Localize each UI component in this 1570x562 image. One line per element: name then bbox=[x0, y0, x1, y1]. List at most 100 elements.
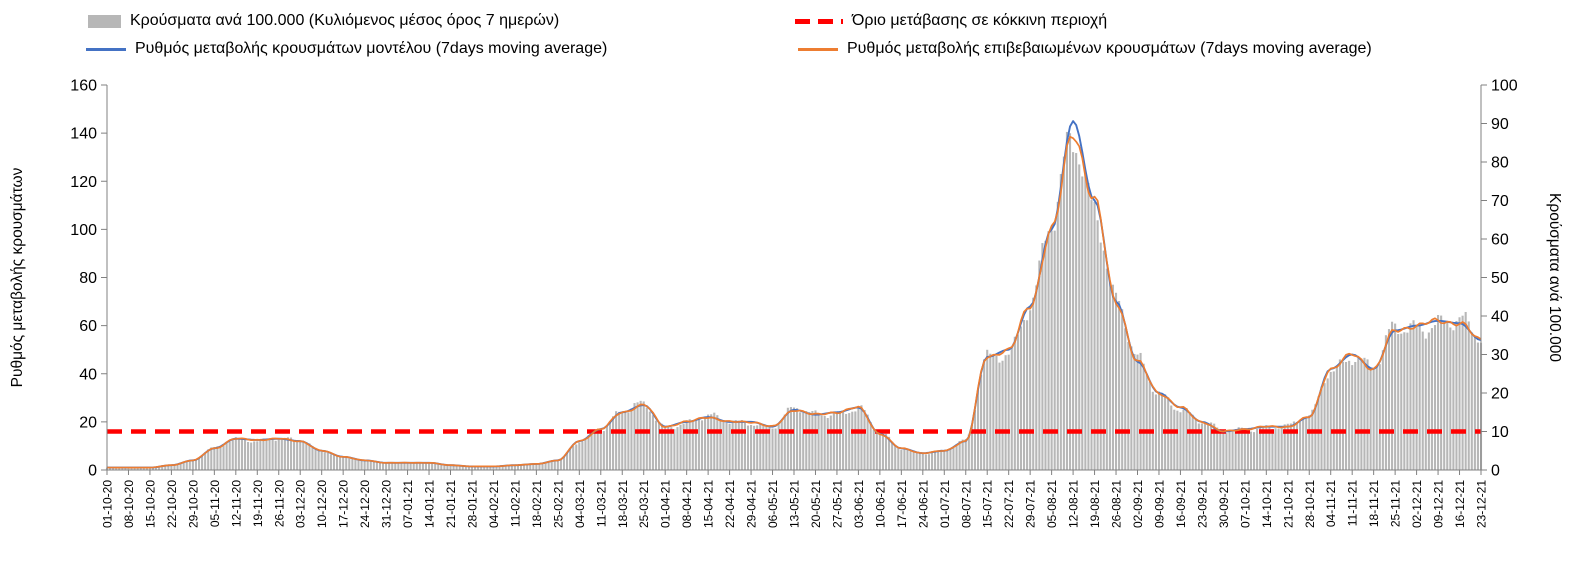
svg-text:02-09-21: 02-09-21 bbox=[1131, 480, 1145, 528]
svg-text:25-11-21: 25-11-21 bbox=[1389, 480, 1403, 527]
svg-text:25-02-21: 25-02-21 bbox=[551, 480, 565, 528]
svg-text:80: 80 bbox=[79, 270, 97, 287]
svg-text:21-01-21: 21-01-21 bbox=[444, 480, 458, 528]
svg-text:08-10-20: 08-10-20 bbox=[122, 480, 136, 528]
svg-text:18-11-21: 18-11-21 bbox=[1367, 480, 1381, 527]
svg-text:12-08-21: 12-08-21 bbox=[1067, 480, 1081, 528]
orange-line-swatch-icon bbox=[798, 47, 838, 51]
svg-text:01-07-21: 01-07-21 bbox=[938, 480, 952, 528]
svg-text:10-12-20: 10-12-20 bbox=[315, 480, 329, 528]
legend-item-confirmed-rate: Ρυθμός μεταβολής επιβεβαιωμένων κρουσμάτ… bbox=[798, 38, 1372, 60]
svg-text:100: 100 bbox=[70, 222, 97, 239]
svg-text:31-12-20: 31-12-20 bbox=[380, 480, 394, 528]
svg-text:160: 160 bbox=[70, 78, 97, 95]
svg-text:20: 20 bbox=[1491, 386, 1509, 403]
svg-text:07-10-21: 07-10-21 bbox=[1238, 480, 1252, 528]
svg-text:20: 20 bbox=[79, 414, 97, 431]
svg-text:22-04-21: 22-04-21 bbox=[723, 480, 737, 528]
blue-line-swatch-icon bbox=[86, 47, 126, 51]
svg-text:17-12-20: 17-12-20 bbox=[337, 480, 351, 528]
bar-swatch-icon bbox=[88, 14, 121, 28]
chart-legend: Κρούσματα ανά 100.000 (Κυλιόμενος μέσος … bbox=[0, 0, 1570, 70]
svg-text:25-03-21: 25-03-21 bbox=[637, 480, 651, 528]
left-axis-title: Ρυθμός μεταβολής κρουσμάτων bbox=[9, 167, 26, 387]
svg-text:50: 50 bbox=[1491, 270, 1509, 287]
svg-text:60: 60 bbox=[1491, 232, 1509, 249]
svg-text:04-03-21: 04-03-21 bbox=[573, 480, 587, 528]
confirmed-line bbox=[106, 135, 1482, 469]
svg-text:09-12-21: 09-12-21 bbox=[1432, 480, 1446, 528]
legend-label-cases-per-100k: Κρούσματα ανά 100.000 (Κυλιόμενος μέσος … bbox=[130, 12, 560, 29]
svg-text:28-01-21: 28-01-21 bbox=[465, 480, 479, 528]
svg-text:80: 80 bbox=[1491, 155, 1509, 172]
svg-text:04-02-21: 04-02-21 bbox=[487, 480, 501, 528]
svg-text:02-12-21: 02-12-21 bbox=[1410, 480, 1424, 528]
svg-text:16-12-21: 16-12-21 bbox=[1453, 480, 1467, 528]
legend-label-confirmed-rate: Ρυθμός μεταβολής επιβεβαιωμένων κρουσμάτ… bbox=[847, 40, 1372, 57]
legend-item-model-rate: Ρυθμός μεταβολής κρουσμάτων μοντέλου (7d… bbox=[86, 38, 607, 60]
svg-text:18-02-21: 18-02-21 bbox=[530, 480, 544, 528]
svg-text:29-07-21: 29-07-21 bbox=[1024, 480, 1038, 528]
legend-label-red-threshold: Όριο μετάβασης σε κόκκινη περιοχή bbox=[852, 12, 1108, 29]
svg-text:19-11-20: 19-11-20 bbox=[251, 480, 265, 527]
svg-text:08-04-21: 08-04-21 bbox=[680, 480, 694, 528]
svg-text:01-10-20: 01-10-20 bbox=[101, 480, 115, 528]
svg-text:10-06-21: 10-06-21 bbox=[873, 480, 887, 528]
svg-text:90: 90 bbox=[1491, 116, 1509, 133]
svg-text:04-11-21: 04-11-21 bbox=[1324, 480, 1338, 527]
svg-text:0: 0 bbox=[1491, 463, 1500, 480]
bars-series bbox=[105, 131, 1483, 471]
svg-text:23-12-21: 23-12-21 bbox=[1475, 480, 1489, 528]
svg-text:08-07-21: 08-07-21 bbox=[959, 480, 973, 528]
svg-text:11-03-21: 11-03-21 bbox=[594, 480, 608, 527]
svg-text:07-01-21: 07-01-21 bbox=[401, 480, 415, 528]
svg-text:13-05-21: 13-05-21 bbox=[788, 480, 802, 528]
svg-text:30-09-21: 30-09-21 bbox=[1217, 480, 1231, 528]
svg-text:01-04-21: 01-04-21 bbox=[659, 480, 673, 528]
svg-text:15-07-21: 15-07-21 bbox=[981, 480, 995, 528]
svg-text:12-11-20: 12-11-20 bbox=[229, 480, 243, 527]
svg-text:05-08-21: 05-08-21 bbox=[1045, 480, 1059, 528]
svg-text:22-10-20: 22-10-20 bbox=[165, 480, 179, 528]
svg-text:10: 10 bbox=[1491, 424, 1509, 441]
svg-text:09-09-21: 09-09-21 bbox=[1152, 480, 1166, 528]
svg-text:11-11-21: 11-11-21 bbox=[1346, 480, 1360, 527]
svg-text:70: 70 bbox=[1491, 193, 1509, 210]
svg-text:15-10-20: 15-10-20 bbox=[143, 480, 157, 528]
svg-text:100: 100 bbox=[1491, 78, 1518, 95]
x-axis-labels: 01-10-20 08-10-20 15-10-20 22-10-20 29-10-20… bbox=[101, 470, 1489, 528]
svg-text:14-01-21: 14-01-21 bbox=[423, 480, 437, 528]
svg-text:06-05-21: 06-05-21 bbox=[766, 480, 780, 528]
svg-text:05-11-20: 05-11-20 bbox=[208, 480, 222, 527]
svg-text:24-12-20: 24-12-20 bbox=[358, 480, 372, 528]
dashed-line-swatch-icon bbox=[795, 18, 843, 24]
svg-text:28-10-21: 28-10-21 bbox=[1303, 480, 1317, 528]
svg-text:0: 0 bbox=[88, 463, 97, 480]
svg-text:29-10-20: 29-10-20 bbox=[186, 480, 200, 528]
svg-text:140: 140 bbox=[70, 126, 97, 143]
svg-text:16-09-21: 16-09-21 bbox=[1174, 480, 1188, 528]
svg-text:22-07-21: 22-07-21 bbox=[1002, 480, 1016, 528]
svg-text:40: 40 bbox=[79, 366, 97, 383]
svg-text:03-06-21: 03-06-21 bbox=[852, 480, 866, 528]
svg-text:24-06-21: 24-06-21 bbox=[916, 480, 930, 528]
axes: 0 20 40 60 80 100 120 140 160 0 10 20 30 40 50 60 70 80 90… bbox=[9, 78, 1563, 480]
svg-text:17-06-21: 17-06-21 bbox=[895, 480, 909, 528]
legend-item-red-threshold: Όριο μετάβασης σε κόκκινη περιοχή bbox=[795, 10, 1107, 32]
svg-text:27-05-21: 27-05-21 bbox=[830, 480, 844, 528]
svg-text:03-12-20: 03-12-20 bbox=[294, 480, 308, 528]
svg-text:20-05-21: 20-05-21 bbox=[809, 480, 823, 528]
svg-text:11-02-21: 11-02-21 bbox=[508, 480, 522, 527]
legend-label-model-rate: Ρυθμός μεταβολής κρουσμάτων μοντέλου (7d… bbox=[135, 40, 608, 57]
svg-text:40: 40 bbox=[1491, 309, 1509, 326]
svg-text:23-09-21: 23-09-21 bbox=[1195, 480, 1209, 528]
svg-text:60: 60 bbox=[79, 318, 97, 335]
svg-text:30: 30 bbox=[1491, 347, 1509, 364]
svg-text:26-11-20: 26-11-20 bbox=[272, 480, 286, 527]
svg-text:26-08-21: 26-08-21 bbox=[1110, 480, 1124, 528]
svg-text:29-04-21: 29-04-21 bbox=[745, 480, 759, 528]
svg-text:19-08-21: 19-08-21 bbox=[1088, 480, 1102, 528]
svg-text:120: 120 bbox=[70, 174, 97, 191]
